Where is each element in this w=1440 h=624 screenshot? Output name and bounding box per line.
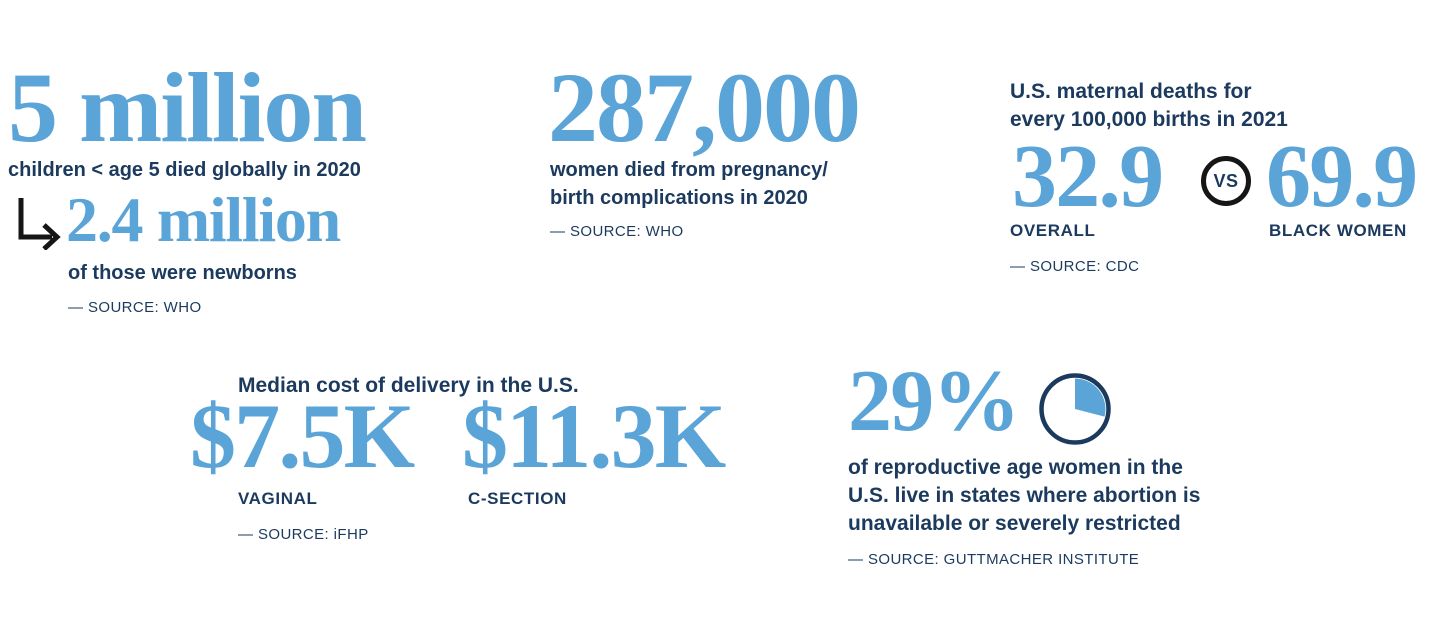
black-women-label: BLACK WOMEN <box>1269 221 1407 240</box>
us-maternal-title-line2: every 100,000 births in 2021 <box>1010 108 1288 131</box>
pregnancy-deaths-caption-line1: women died from pregnancy/ <box>550 159 828 181</box>
csection-cost-value: $11.3K <box>462 385 726 487</box>
us-maternal-source: — SOURCE: CDC <box>1010 258 1140 275</box>
overall-label: OVERALL <box>1010 221 1096 240</box>
black-women-maternal-deaths-value: 69.9 <box>1266 127 1418 226</box>
vaginal-label: VAGINAL <box>238 489 318 508</box>
down-right-arrow-icon <box>16 196 64 251</box>
vs-badge: VS <box>1201 156 1251 206</box>
abortion-caption-line2: U.S. live in states where abortion is <box>848 484 1201 507</box>
delivery-cost-source: — SOURCE: iFHP <box>238 526 369 543</box>
abortion-caption-line1: of reproductive age women in the <box>848 456 1183 479</box>
abortion-access-source: — SOURCE: GUTTMACHER INSTITUTE <box>848 551 1140 568</box>
newborn-deaths-value: 2.4 million <box>66 184 341 255</box>
delivery-cost-title: Median cost of delivery in the U.S. <box>238 374 579 397</box>
pregnancy-deaths-caption-line2: birth complications in 2020 <box>550 187 808 209</box>
vs-badge-label: VS <box>1213 170 1239 191</box>
us-maternal-title-line1: U.S. maternal deaths for <box>1010 80 1252 103</box>
pie-chart-icon <box>1038 372 1112 446</box>
child-mortality-source: — SOURCE: WHO <box>68 299 202 316</box>
vaginal-cost-value: $7.5K <box>190 385 415 487</box>
child-deaths-caption: children < age 5 died globally in 2020 <box>8 159 361 181</box>
newborn-deaths-caption: of those were newborns <box>68 262 297 284</box>
csection-label: C-SECTION <box>468 489 567 508</box>
child-deaths-value: 5 million <box>8 52 367 163</box>
overall-maternal-deaths-value: 32.9 <box>1012 127 1164 226</box>
pregnancy-deaths-source: — SOURCE: WHO <box>550 223 684 240</box>
abortion-access-value: 29% <box>848 353 1020 450</box>
pregnancy-deaths-value: 287,000 <box>548 52 861 163</box>
abortion-caption-line3: unavailable or severely restricted <box>848 512 1181 535</box>
